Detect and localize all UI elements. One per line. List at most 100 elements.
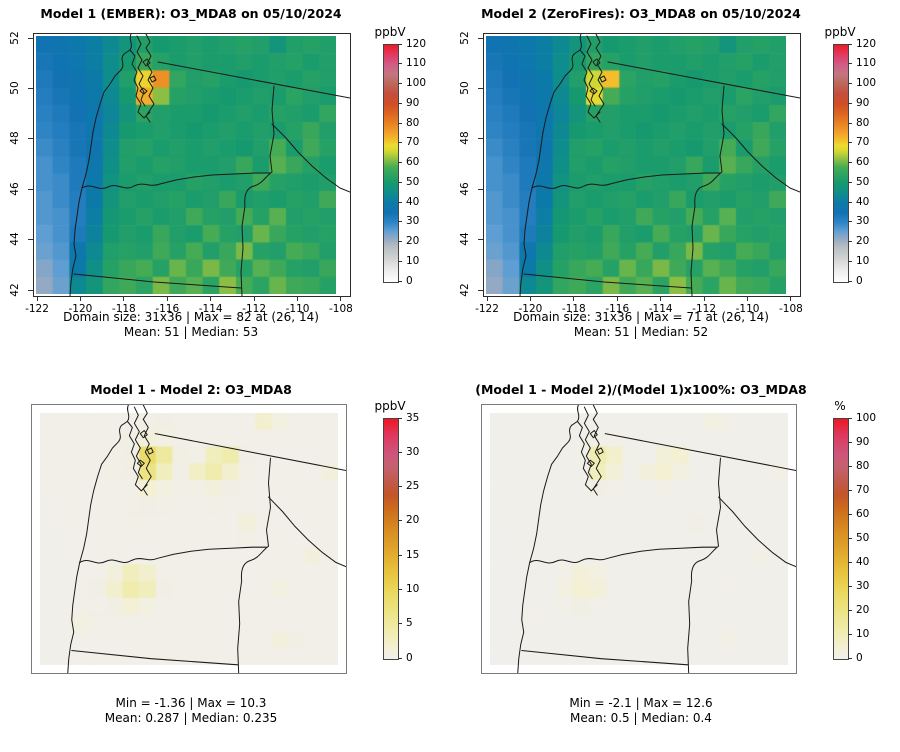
colorbar-tick: [398, 260, 402, 262]
x-axis-tick: [123, 296, 125, 301]
y-tick-label: 42: [9, 282, 21, 297]
map-outline: [69, 34, 350, 296]
colorbar-label: ppbV: [374, 25, 406, 39]
y-tick-label: 52: [459, 30, 471, 45]
colorbar-tick: [398, 142, 402, 144]
x-axis-tick: [747, 296, 749, 301]
stats: Domain size: 31x36 | Max = 71 at (26, 14…: [451, 310, 831, 339]
x-tick-label: -108: [329, 303, 353, 315]
colorbar-tick: [848, 201, 852, 203]
map-outline: [517, 405, 796, 673]
x-axis-tick: [573, 296, 575, 301]
colorbar-tick: [398, 63, 402, 65]
y-tick-label: 50: [9, 81, 21, 95]
colorbar-tick-label: 70: [856, 483, 870, 496]
stats: Min = -2.1 | Max = 12.6 Mean: 0.5 | Medi…: [451, 696, 831, 725]
colorbar-tick-label: 30: [406, 445, 420, 458]
colorbar-tick-label: 120: [856, 37, 877, 50]
x-axis-tick: [166, 296, 168, 301]
colorbar-tick-label: 50: [856, 175, 870, 188]
colorbar-tick: [848, 513, 852, 515]
colorbar-tick: [848, 489, 852, 491]
x-tick-label: -112: [692, 303, 717, 315]
colorbar-tick-label: 80: [856, 116, 870, 129]
x-axis-tick: [486, 296, 488, 301]
y-tick-label: 48: [459, 131, 471, 145]
colorbar-tick-label: 40: [856, 555, 870, 568]
map-plot-frame: [33, 33, 351, 297]
colorbar-tick-label: 40: [406, 195, 420, 208]
x-tick-label: -122: [475, 303, 499, 315]
colorbar-tick-label: 30: [856, 579, 870, 592]
colorbar-tick-label: 35: [406, 411, 420, 424]
colorbar-tick-label: 0: [856, 274, 863, 287]
colorbar-tick: [848, 657, 852, 659]
heatmap-raster: [486, 36, 786, 294]
y-axis-tick: [478, 138, 483, 140]
colorbar-tick: [848, 181, 852, 183]
colorbar-tick-label: 0: [406, 651, 413, 664]
x-axis-tick: [660, 296, 662, 301]
colorbar-tick-label: 90: [406, 96, 420, 109]
colorbar-tick: [848, 609, 852, 611]
y-tick-label: 44: [9, 232, 21, 246]
x-axis-tick: [79, 296, 81, 301]
x-tick-label: -110: [735, 303, 760, 315]
colorbar-tick-label: 10: [856, 254, 870, 267]
colorbar-tick-label: 40: [856, 195, 870, 208]
colorbar-tick: [848, 633, 852, 635]
colorbar-tick: [848, 260, 852, 262]
colorbar-tick: [398, 221, 402, 223]
colorbar-gradient: [383, 418, 399, 660]
colorbar-tick-label: 90: [856, 435, 870, 448]
map-outline: [67, 405, 346, 673]
colorbar-gradient: [833, 44, 849, 283]
colorbar-tick: [848, 585, 852, 587]
colorbar-tick-label: 100: [856, 77, 877, 89]
colorbar-label: %: [834, 399, 846, 413]
colorbar-tick: [398, 588, 402, 590]
x-axis-tick: [210, 296, 212, 301]
map-plot-frame: [483, 33, 801, 297]
y-axis-tick: [478, 289, 483, 291]
colorbar-tick-label: 20: [406, 514, 420, 527]
colorbar-tick: [398, 520, 402, 522]
stats-line-2: Mean: 0.5 | Median: 0.4: [570, 710, 712, 725]
x-axis-tick: [703, 296, 705, 301]
colorbar-tick: [398, 181, 402, 183]
y-tick-label: 48: [9, 131, 21, 145]
x-tick-label: -120: [518, 303, 543, 315]
panel-model1: Model 1 (EMBER): O3_MDA8 on 05/10/2024 -…: [0, 0, 450, 376]
x-tick-label: -122: [25, 303, 49, 315]
colorbar-tick-label: 70: [406, 136, 420, 149]
stats-line-1: Min = -1.36 | Max = 10.3: [115, 696, 267, 710]
panel-difference: Model 1 - Model 2: O3_MDA8 ppbV 0 5 10 15 20…: [0, 376, 450, 752]
x-tick-label: -118: [561, 303, 586, 315]
x-axis-tick: [790, 296, 792, 301]
colorbar-tick: [398, 43, 402, 45]
colorbar-tick: [398, 657, 402, 659]
colorbar-tick-label: 0: [856, 651, 863, 664]
colorbar-tick: [848, 280, 852, 282]
x-tick-label: -110: [285, 303, 310, 315]
y-tick-label: 50: [459, 81, 471, 95]
y-tick-label: 52: [9, 30, 21, 45]
x-tick-label: -114: [648, 303, 673, 315]
x-tick-label: -116: [155, 303, 180, 315]
x-axis-tick: [297, 296, 299, 301]
colorbar-tick-label: 60: [856, 507, 870, 520]
colorbar-gradient: [383, 44, 399, 283]
x-axis-tick: [36, 296, 38, 301]
stats: Domain size: 31x36 | Max = 82 at (26, 14…: [1, 310, 381, 339]
colorbar-tick: [398, 241, 402, 242]
colorbar-tick-label: 20: [856, 603, 870, 616]
y-axis-tick: [478, 188, 483, 190]
y-tick-label: 44: [459, 232, 471, 246]
map-plot-frame: [31, 404, 347, 674]
map-plot-frame: [481, 404, 797, 674]
colorbar-tick-label: 50: [856, 531, 870, 544]
colorbar-tick-label: 25: [406, 480, 420, 493]
colorbar-tick: [848, 83, 852, 84]
colorbar-tick-label: 60: [406, 156, 420, 168]
